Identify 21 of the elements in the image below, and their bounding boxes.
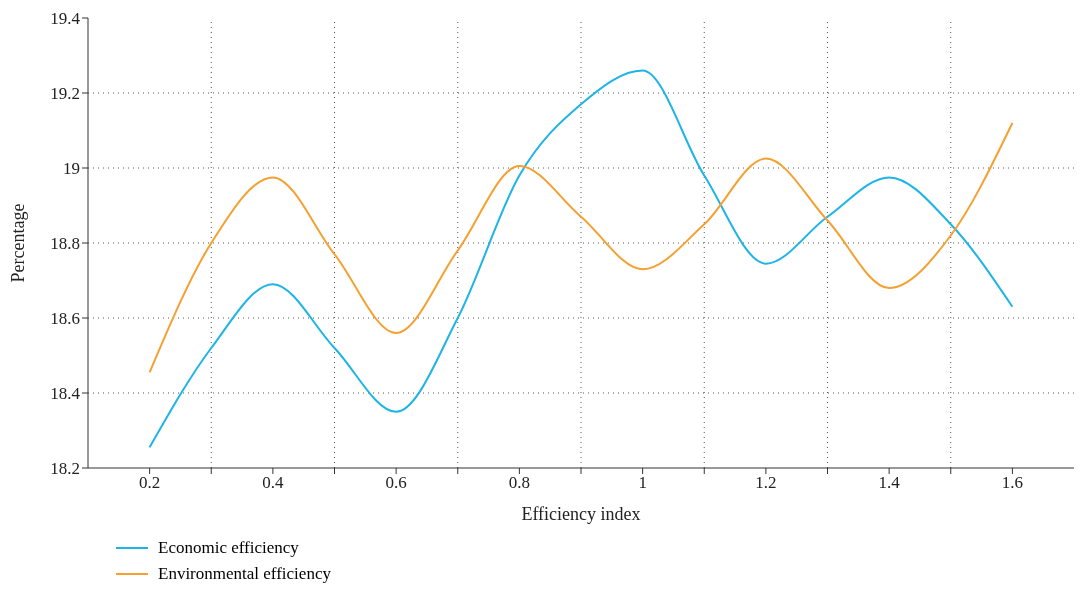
y-tick-label: 19 bbox=[63, 159, 80, 179]
y-tick-label: 19.2 bbox=[50, 84, 80, 104]
y-tick-label: 18.4 bbox=[50, 384, 81, 404]
x-tick-label: 0.8 bbox=[508, 473, 530, 493]
x-tick-label: 0.2 bbox=[139, 473, 161, 493]
y-tick-label: 19.4 bbox=[50, 9, 81, 29]
y-tick-label: 18.2 bbox=[50, 459, 80, 479]
x-tick-label: 1 bbox=[638, 473, 647, 493]
x-axis-title: Efficiency index bbox=[521, 504, 641, 524]
x-tick-label: 0.6 bbox=[385, 473, 407, 493]
y-axis-title: Percentage bbox=[8, 203, 29, 283]
x-tick-label: 1.2 bbox=[755, 473, 777, 493]
line-series bbox=[148, 69, 1014, 449]
y-tick-label: 18.8 bbox=[50, 234, 80, 254]
x-tick-label: 0.4 bbox=[262, 473, 284, 493]
legend-label: Economic efficiency bbox=[158, 538, 299, 558]
x-tick-label: 1.4 bbox=[878, 473, 901, 493]
legend-label: Environmental efficiency bbox=[158, 564, 331, 584]
x-tick-label: 1.6 bbox=[1001, 473, 1023, 493]
y-tick-label: 18.6 bbox=[50, 309, 80, 329]
line-series bbox=[148, 122, 1014, 374]
